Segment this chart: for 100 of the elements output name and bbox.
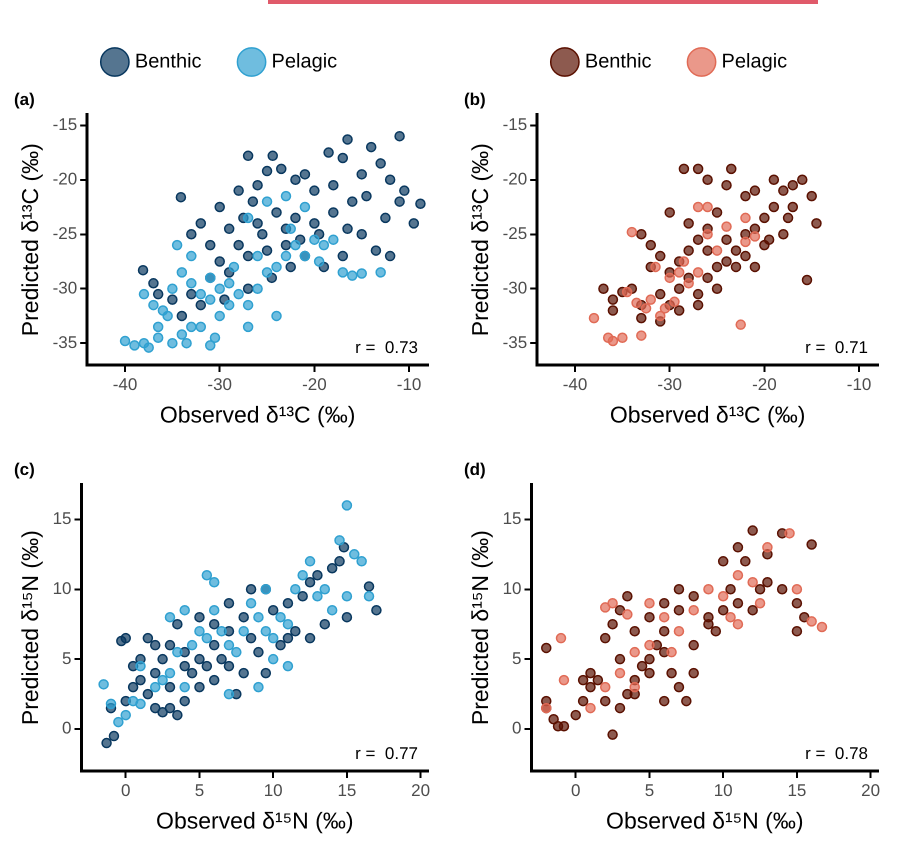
point — [750, 231, 760, 242]
point — [253, 612, 264, 622]
point — [320, 584, 330, 595]
point — [622, 286, 632, 298]
point — [196, 288, 206, 300]
point — [797, 174, 808, 186]
point — [768, 174, 780, 186]
point — [558, 674, 570, 686]
point — [242, 322, 254, 332]
y-tick-label: 0 — [62, 718, 72, 738]
point — [167, 283, 178, 294]
x-tick-label: -40 — [112, 374, 138, 394]
point — [312, 590, 323, 602]
point — [816, 622, 828, 632]
point — [290, 584, 301, 595]
point — [688, 604, 699, 616]
point — [712, 207, 722, 218]
point — [702, 229, 713, 240]
point — [228, 262, 240, 272]
point — [143, 342, 154, 353]
point — [210, 332, 220, 344]
point — [660, 303, 670, 314]
point — [692, 234, 704, 245]
legend-label: Benthic — [584, 50, 652, 73]
point — [167, 338, 178, 348]
y-tick-label: -35 — [502, 332, 528, 352]
point — [152, 322, 164, 332]
point — [233, 288, 244, 300]
point — [164, 668, 176, 678]
point — [666, 646, 677, 658]
point — [721, 234, 732, 245]
point — [674, 267, 684, 278]
point — [640, 303, 652, 314]
point — [759, 212, 770, 224]
annotation: r = 0.78 — [805, 744, 868, 764]
point — [740, 236, 751, 248]
point — [328, 234, 339, 245]
point — [588, 312, 600, 324]
y-tick-label: -30 — [502, 278, 528, 298]
annotation: r = 0.71 — [805, 338, 868, 358]
x-tick-label: -20 — [752, 374, 777, 394]
point — [172, 646, 183, 658]
point — [334, 535, 345, 546]
x-axis-title: Observed δ¹⁵N (‰) — [606, 808, 804, 834]
point — [631, 298, 642, 308]
point — [721, 256, 732, 267]
point — [300, 202, 310, 212]
point — [721, 221, 732, 232]
point — [730, 245, 742, 256]
x-tick-label: -20 — [302, 374, 327, 394]
x-axis-title: Observed δ¹³C (‰) — [160, 402, 356, 428]
point — [683, 278, 694, 289]
point — [703, 584, 714, 595]
point — [120, 710, 131, 720]
point — [678, 256, 690, 267]
point — [629, 682, 640, 692]
point — [238, 626, 249, 636]
point — [202, 570, 212, 581]
point — [702, 174, 713, 186]
point — [646, 294, 656, 305]
point — [600, 602, 610, 613]
point — [268, 632, 278, 644]
point — [674, 626, 684, 636]
point — [252, 250, 263, 262]
point — [725, 612, 736, 622]
x-tick-label: -40 — [562, 374, 588, 394]
point — [338, 267, 348, 278]
point — [181, 338, 192, 348]
point — [664, 272, 675, 284]
point — [138, 288, 150, 300]
point — [297, 570, 308, 581]
y-tick-label: -15 — [502, 114, 528, 134]
point — [186, 278, 197, 289]
point — [608, 294, 618, 305]
point — [683, 218, 694, 229]
legend-label: Benthic — [134, 50, 202, 73]
point — [246, 598, 256, 608]
point — [692, 288, 704, 300]
x-tick-label: 15 — [337, 780, 356, 800]
point — [788, 180, 798, 190]
point — [655, 250, 666, 262]
point — [636, 312, 647, 324]
point — [650, 262, 661, 272]
point — [224, 688, 234, 700]
point — [252, 283, 263, 294]
point — [194, 626, 205, 636]
point — [342, 500, 352, 511]
x-tick-label: 5 — [194, 780, 204, 800]
point — [768, 202, 780, 212]
point — [669, 296, 680, 308]
x-tick-label: 15 — [787, 780, 806, 800]
legend-label: Pelagic — [722, 50, 788, 73]
point — [208, 604, 220, 616]
point — [598, 283, 609, 294]
point — [811, 218, 822, 229]
point — [750, 262, 760, 272]
point — [600, 682, 610, 692]
point — [806, 616, 817, 627]
point — [732, 570, 744, 581]
y-tick-label: 10 — [502, 578, 522, 598]
